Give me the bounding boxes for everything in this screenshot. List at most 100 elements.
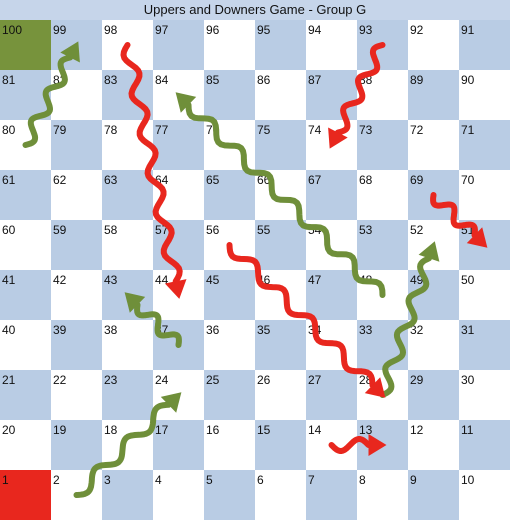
board-square-31: 31	[459, 320, 510, 370]
board-square-89: 89	[408, 70, 459, 120]
board-square-74: 74	[306, 120, 357, 170]
board-square-38: 38	[102, 320, 153, 370]
board-square-35: 35	[255, 320, 306, 370]
board-square-94: 94	[306, 20, 357, 70]
board-square-42: 42	[51, 270, 102, 320]
board-square-60: 60	[0, 220, 51, 270]
board-square-71: 71	[459, 120, 510, 170]
board-square-75: 75	[255, 120, 306, 170]
board-square-14: 14	[306, 420, 357, 470]
board-square-59: 59	[51, 220, 102, 270]
board-square-19: 19	[51, 420, 102, 470]
board-square-13: 13	[357, 420, 408, 470]
board-square-24: 24	[153, 370, 204, 420]
board-square-72: 72	[408, 120, 459, 170]
board-square-97: 97	[153, 20, 204, 70]
board-square-69: 69	[408, 170, 459, 220]
board-square-21: 21	[0, 370, 51, 420]
board-square-44: 44	[153, 270, 204, 320]
board-square-28: 28	[357, 370, 408, 420]
board-square-23: 23	[102, 370, 153, 420]
board-square-90: 90	[459, 70, 510, 120]
board-square-36: 36	[204, 320, 255, 370]
board-square-51: 51	[459, 220, 510, 270]
game-title: Uppers and Downers Game - Group G	[0, 0, 510, 21]
board-square-30: 30	[459, 370, 510, 420]
board-square-54: 54	[306, 220, 357, 270]
board-square-77: 77	[153, 120, 204, 170]
board-square-1: 1	[0, 470, 51, 520]
board-square-46: 46	[255, 270, 306, 320]
board-square-70: 70	[459, 170, 510, 220]
board-square-57: 57	[153, 220, 204, 270]
board-square-32: 32	[408, 320, 459, 370]
board-square-79: 79	[51, 120, 102, 170]
board-square-96: 96	[204, 20, 255, 70]
board-square-37: 37	[153, 320, 204, 370]
board-square-10: 10	[459, 470, 510, 520]
board-square-76: 76	[204, 120, 255, 170]
board-square-53: 53	[357, 220, 408, 270]
board-square-100: 100	[0, 20, 51, 70]
board-square-93: 93	[357, 20, 408, 70]
board-square-67: 67	[306, 170, 357, 220]
board-square-50: 50	[459, 270, 510, 320]
board-square-55: 55	[255, 220, 306, 270]
board-square-47: 47	[306, 270, 357, 320]
board-square-17: 17	[153, 420, 204, 470]
board-square-87: 87	[306, 70, 357, 120]
board-square-26: 26	[255, 370, 306, 420]
board-square-16: 16	[204, 420, 255, 470]
board-square-63: 63	[102, 170, 153, 220]
game-board: 100 99 98 97 96 95 94 93 92 91 81 82 83 84 85 86 87 88 89 9…	[0, 20, 510, 520]
board-square-11: 11	[459, 420, 510, 470]
board-square-78: 78	[102, 120, 153, 170]
board-square-4: 4	[153, 470, 204, 520]
board-square-81: 81	[0, 70, 51, 120]
board-square-9: 9	[408, 470, 459, 520]
board-square-99: 99	[51, 20, 102, 70]
board-square-95: 95	[255, 20, 306, 70]
board-square-2: 2	[51, 470, 102, 520]
board-square-8: 8	[357, 470, 408, 520]
board-square-52: 52	[408, 220, 459, 270]
board-square-58: 58	[102, 220, 153, 270]
board-square-45: 45	[204, 270, 255, 320]
board-square-61: 61	[0, 170, 51, 220]
board-square-22: 22	[51, 370, 102, 420]
board-square-33: 33	[357, 320, 408, 370]
board-square-49: 49	[408, 270, 459, 320]
board-square-5: 5	[204, 470, 255, 520]
board-square-41: 41	[0, 270, 51, 320]
board-square-92: 92	[408, 20, 459, 70]
board-square-88: 88	[357, 70, 408, 120]
board-square-34: 34	[306, 320, 357, 370]
board-square-85: 85	[204, 70, 255, 120]
board-square-27: 27	[306, 370, 357, 420]
board-square-43: 43	[102, 270, 153, 320]
board-square-65: 65	[204, 170, 255, 220]
board-square-6: 6	[255, 470, 306, 520]
board-square-56: 56	[204, 220, 255, 270]
board-square-3: 3	[102, 470, 153, 520]
board-square-20: 20	[0, 420, 51, 470]
board-square-39: 39	[51, 320, 102, 370]
board-square-48: 48	[357, 270, 408, 320]
board-square-18: 18	[102, 420, 153, 470]
board-square-15: 15	[255, 420, 306, 470]
board-square-68: 68	[357, 170, 408, 220]
board-square-84: 84	[153, 70, 204, 120]
board-square-7: 7	[306, 470, 357, 520]
board-square-40: 40	[0, 320, 51, 370]
board-square-82: 82	[51, 70, 102, 120]
board-square-86: 86	[255, 70, 306, 120]
board-square-73: 73	[357, 120, 408, 170]
board-square-62: 62	[51, 170, 102, 220]
board-square-64: 64	[153, 170, 204, 220]
board-square-98: 98	[102, 20, 153, 70]
board-square-25: 25	[204, 370, 255, 420]
board-square-66: 66	[255, 170, 306, 220]
board-square-12: 12	[408, 420, 459, 470]
board-square-83: 83	[102, 70, 153, 120]
board-square-80: 80	[0, 120, 51, 170]
